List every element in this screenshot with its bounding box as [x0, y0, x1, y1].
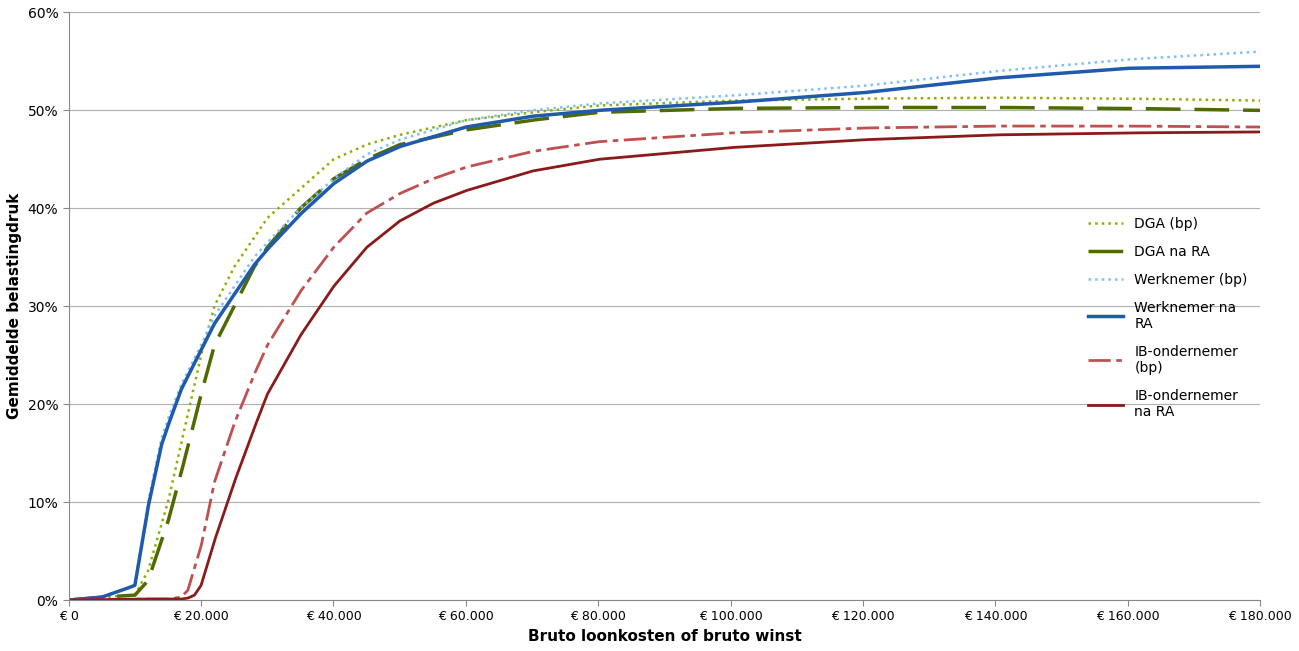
Werknemer na
RA [516, 114, 531, 122]
DGA na RA [950, 104, 965, 111]
Werknemer na
RA [776, 95, 791, 103]
IB-ondernemer
na RA [776, 141, 791, 148]
DGA (bp) [277, 199, 292, 206]
DGA (bp) [835, 95, 851, 103]
IB-ondernemer
(bp) [516, 150, 531, 158]
Line: IB-ondernemer
na RA: IB-ondernemer na RA [69, 132, 1260, 600]
Werknemer na
RA [1040, 70, 1056, 78]
DGA (bp) [516, 109, 531, 117]
Line: Werknemer na
RA: Werknemer na RA [69, 66, 1260, 600]
IB-ondernemer
na RA [1040, 130, 1056, 138]
IB-ondernemer
(bp) [277, 312, 292, 320]
Line: Werknemer (bp): Werknemer (bp) [69, 51, 1260, 600]
Werknemer na
RA [1252, 62, 1268, 70]
DGA (bp) [776, 96, 791, 104]
DGA na RA [277, 223, 292, 230]
Line: IB-ondernemer
(bp): IB-ondernemer (bp) [69, 126, 1260, 600]
IB-ondernemer
(bp) [776, 127, 791, 135]
Line: DGA (bp): DGA (bp) [69, 98, 1260, 600]
DGA na RA [1040, 104, 1056, 112]
Werknemer na
RA [835, 90, 851, 98]
Line: DGA na RA: DGA na RA [69, 107, 1260, 600]
DGA na RA [855, 104, 870, 111]
IB-ondernemer
na RA [61, 596, 77, 604]
Werknemer (bp) [277, 220, 292, 228]
DGA (bp) [987, 94, 1003, 102]
IB-ondernemer
na RA [516, 170, 531, 178]
Werknemer (bp) [1040, 62, 1056, 70]
IB-ondernemer
na RA [277, 359, 292, 367]
Werknemer (bp) [61, 596, 77, 604]
DGA (bp) [1040, 94, 1056, 102]
IB-ondernemer
na RA [835, 137, 851, 145]
Werknemer (bp) [516, 107, 531, 115]
Werknemer na
RA [277, 227, 292, 234]
X-axis label: Bruto loonkosten of bruto winst: Bruto loonkosten of bruto winst [527, 629, 801, 644]
IB-ondernemer
(bp) [1252, 123, 1268, 131]
DGA na RA [516, 117, 531, 125]
IB-ondernemer
na RA [950, 132, 965, 140]
IB-ondernemer
(bp) [835, 125, 851, 133]
Werknemer na
RA [61, 596, 77, 604]
IB-ondernemer
(bp) [950, 122, 965, 130]
DGA na RA [776, 104, 791, 112]
Werknemer (bp) [776, 88, 791, 96]
IB-ondernemer
(bp) [1040, 122, 1056, 130]
Werknemer (bp) [835, 83, 851, 91]
IB-ondernemer
(bp) [987, 122, 1003, 130]
DGA na RA [61, 596, 77, 604]
DGA (bp) [61, 596, 77, 604]
DGA na RA [835, 104, 851, 111]
Werknemer (bp) [1252, 48, 1268, 55]
Legend: DGA (bp), DGA na RA, Werknemer (bp), Werknemer na
RA, IB-ondernemer
(bp), IB-ond: DGA (bp), DGA na RA, Werknemer (bp), Wer… [1083, 212, 1254, 424]
Werknemer na
RA [950, 78, 965, 86]
DGA (bp) [950, 94, 965, 102]
Werknemer (bp) [950, 72, 965, 79]
DGA na RA [1252, 107, 1268, 115]
IB-ondernemer
na RA [1252, 128, 1268, 136]
IB-ondernemer
(bp) [61, 596, 77, 604]
Y-axis label: Gemiddelde belastingdruk: Gemiddelde belastingdruk [6, 193, 22, 419]
DGA (bp) [1252, 97, 1268, 105]
